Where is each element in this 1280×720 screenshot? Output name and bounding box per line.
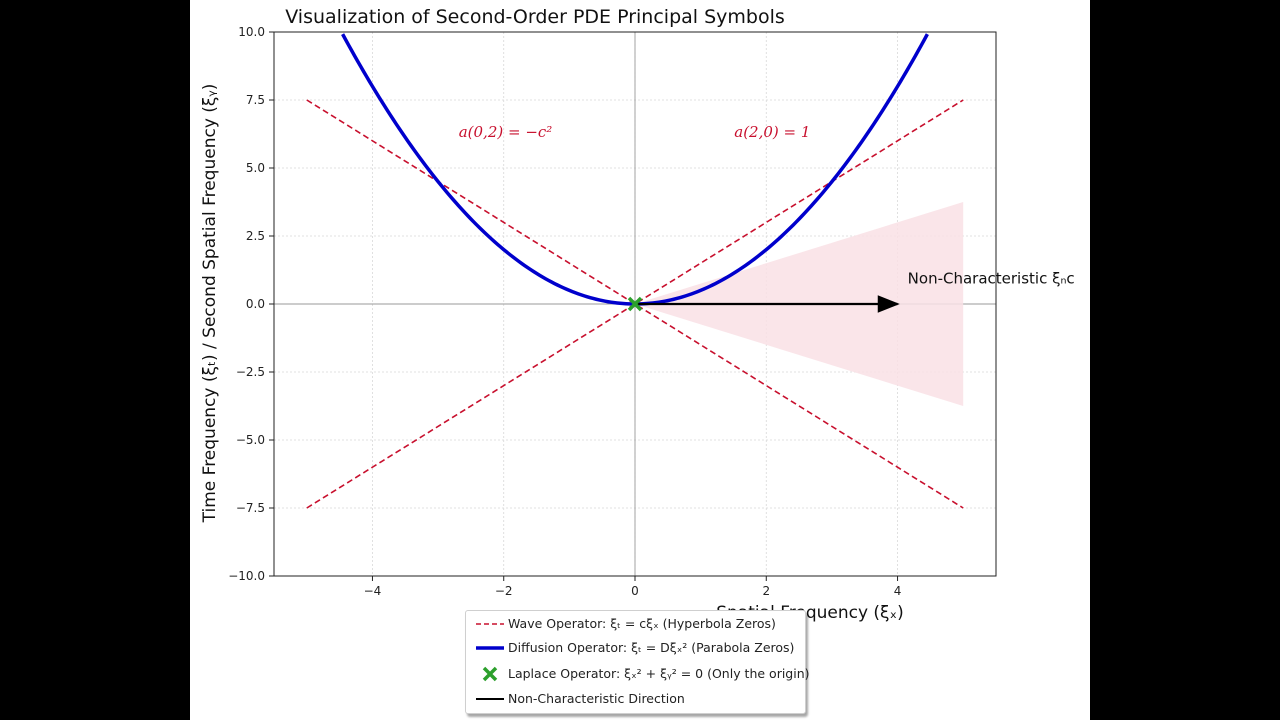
- legend-label-direction: Non-Characteristic Direction: [508, 691, 685, 706]
- legend-item-direction: Non-Characteristic Direction: [466, 688, 805, 710]
- y-tick-label: −10.0: [228, 569, 265, 583]
- y-tick-label: 2.5: [246, 229, 265, 243]
- chart-title: Visualization of Second-Order PDE Princi…: [285, 6, 785, 28]
- y-tick-label: 0.0: [246, 297, 265, 311]
- legend-swatch-laplace: [482, 666, 498, 682]
- chart-figure: Visualization of Second-Order PDE Princi…: [190, 0, 1090, 720]
- x-tick-label: −2: [495, 584, 513, 598]
- x-tick-label: −4: [364, 584, 382, 598]
- x-tick-label: 4: [894, 584, 902, 598]
- plot-canvas: Visualization of Second-Order PDE Princi…: [200, 6, 1075, 623]
- wave-operator-line: [306, 99, 964, 509]
- y-tick-label: 7.5: [246, 93, 265, 107]
- legend-item-laplace: Laplace Operator: ξₓ² + ξᵧ² = 0 (Only th…: [466, 663, 810, 685]
- y-tick-label: 10.0: [238, 25, 265, 39]
- legend-item-wave: Wave Operator: ξₜ = cξₓ (Hyperbola Zeros…: [466, 613, 805, 635]
- annotation-a02: a(0,2) = −c²: [459, 123, 553, 141]
- y-tick-label: −5.0: [236, 433, 265, 447]
- legend-label-laplace: Laplace Operator: ξₓ² + ξᵧ² = 0 (Only th…: [508, 666, 810, 681]
- y-tick-label: 5.0: [246, 161, 265, 175]
- wave-operator-line: [306, 99, 964, 509]
- legend-swatch-direction: [476, 698, 504, 700]
- annotation-non-characteristic: Non-Characteristic ξₙᴄ: [908, 269, 1075, 287]
- x-tick-label: 0: [631, 584, 639, 598]
- legend-label-diffusion: Diffusion Operator: ξₜ = Dξₓ² (Parabola …: [508, 640, 795, 655]
- legend-swatch-diffusion: [476, 646, 504, 650]
- laplace-origin-marker: [627, 296, 643, 312]
- y-tick-label: −7.5: [236, 501, 265, 515]
- y-axis-label: Time Frequency (ξₜ) / Second Spatial Fre…: [200, 84, 220, 524]
- y-tick-label: −2.5: [236, 365, 265, 379]
- x-tick-label: 2: [762, 584, 770, 598]
- legend-label-wave: Wave Operator: ξₜ = cξₓ (Hyperbola Zeros…: [508, 616, 776, 631]
- annotation-a20: a(2,0) = 1: [734, 123, 810, 141]
- legend-item-diffusion: Diffusion Operator: ξₜ = Dξₓ² (Parabola …: [466, 637, 805, 659]
- legend-swatch-wave: [476, 623, 504, 625]
- legend: Wave Operator: ξₜ = cξₓ (Hyperbola Zeros…: [465, 610, 810, 714]
